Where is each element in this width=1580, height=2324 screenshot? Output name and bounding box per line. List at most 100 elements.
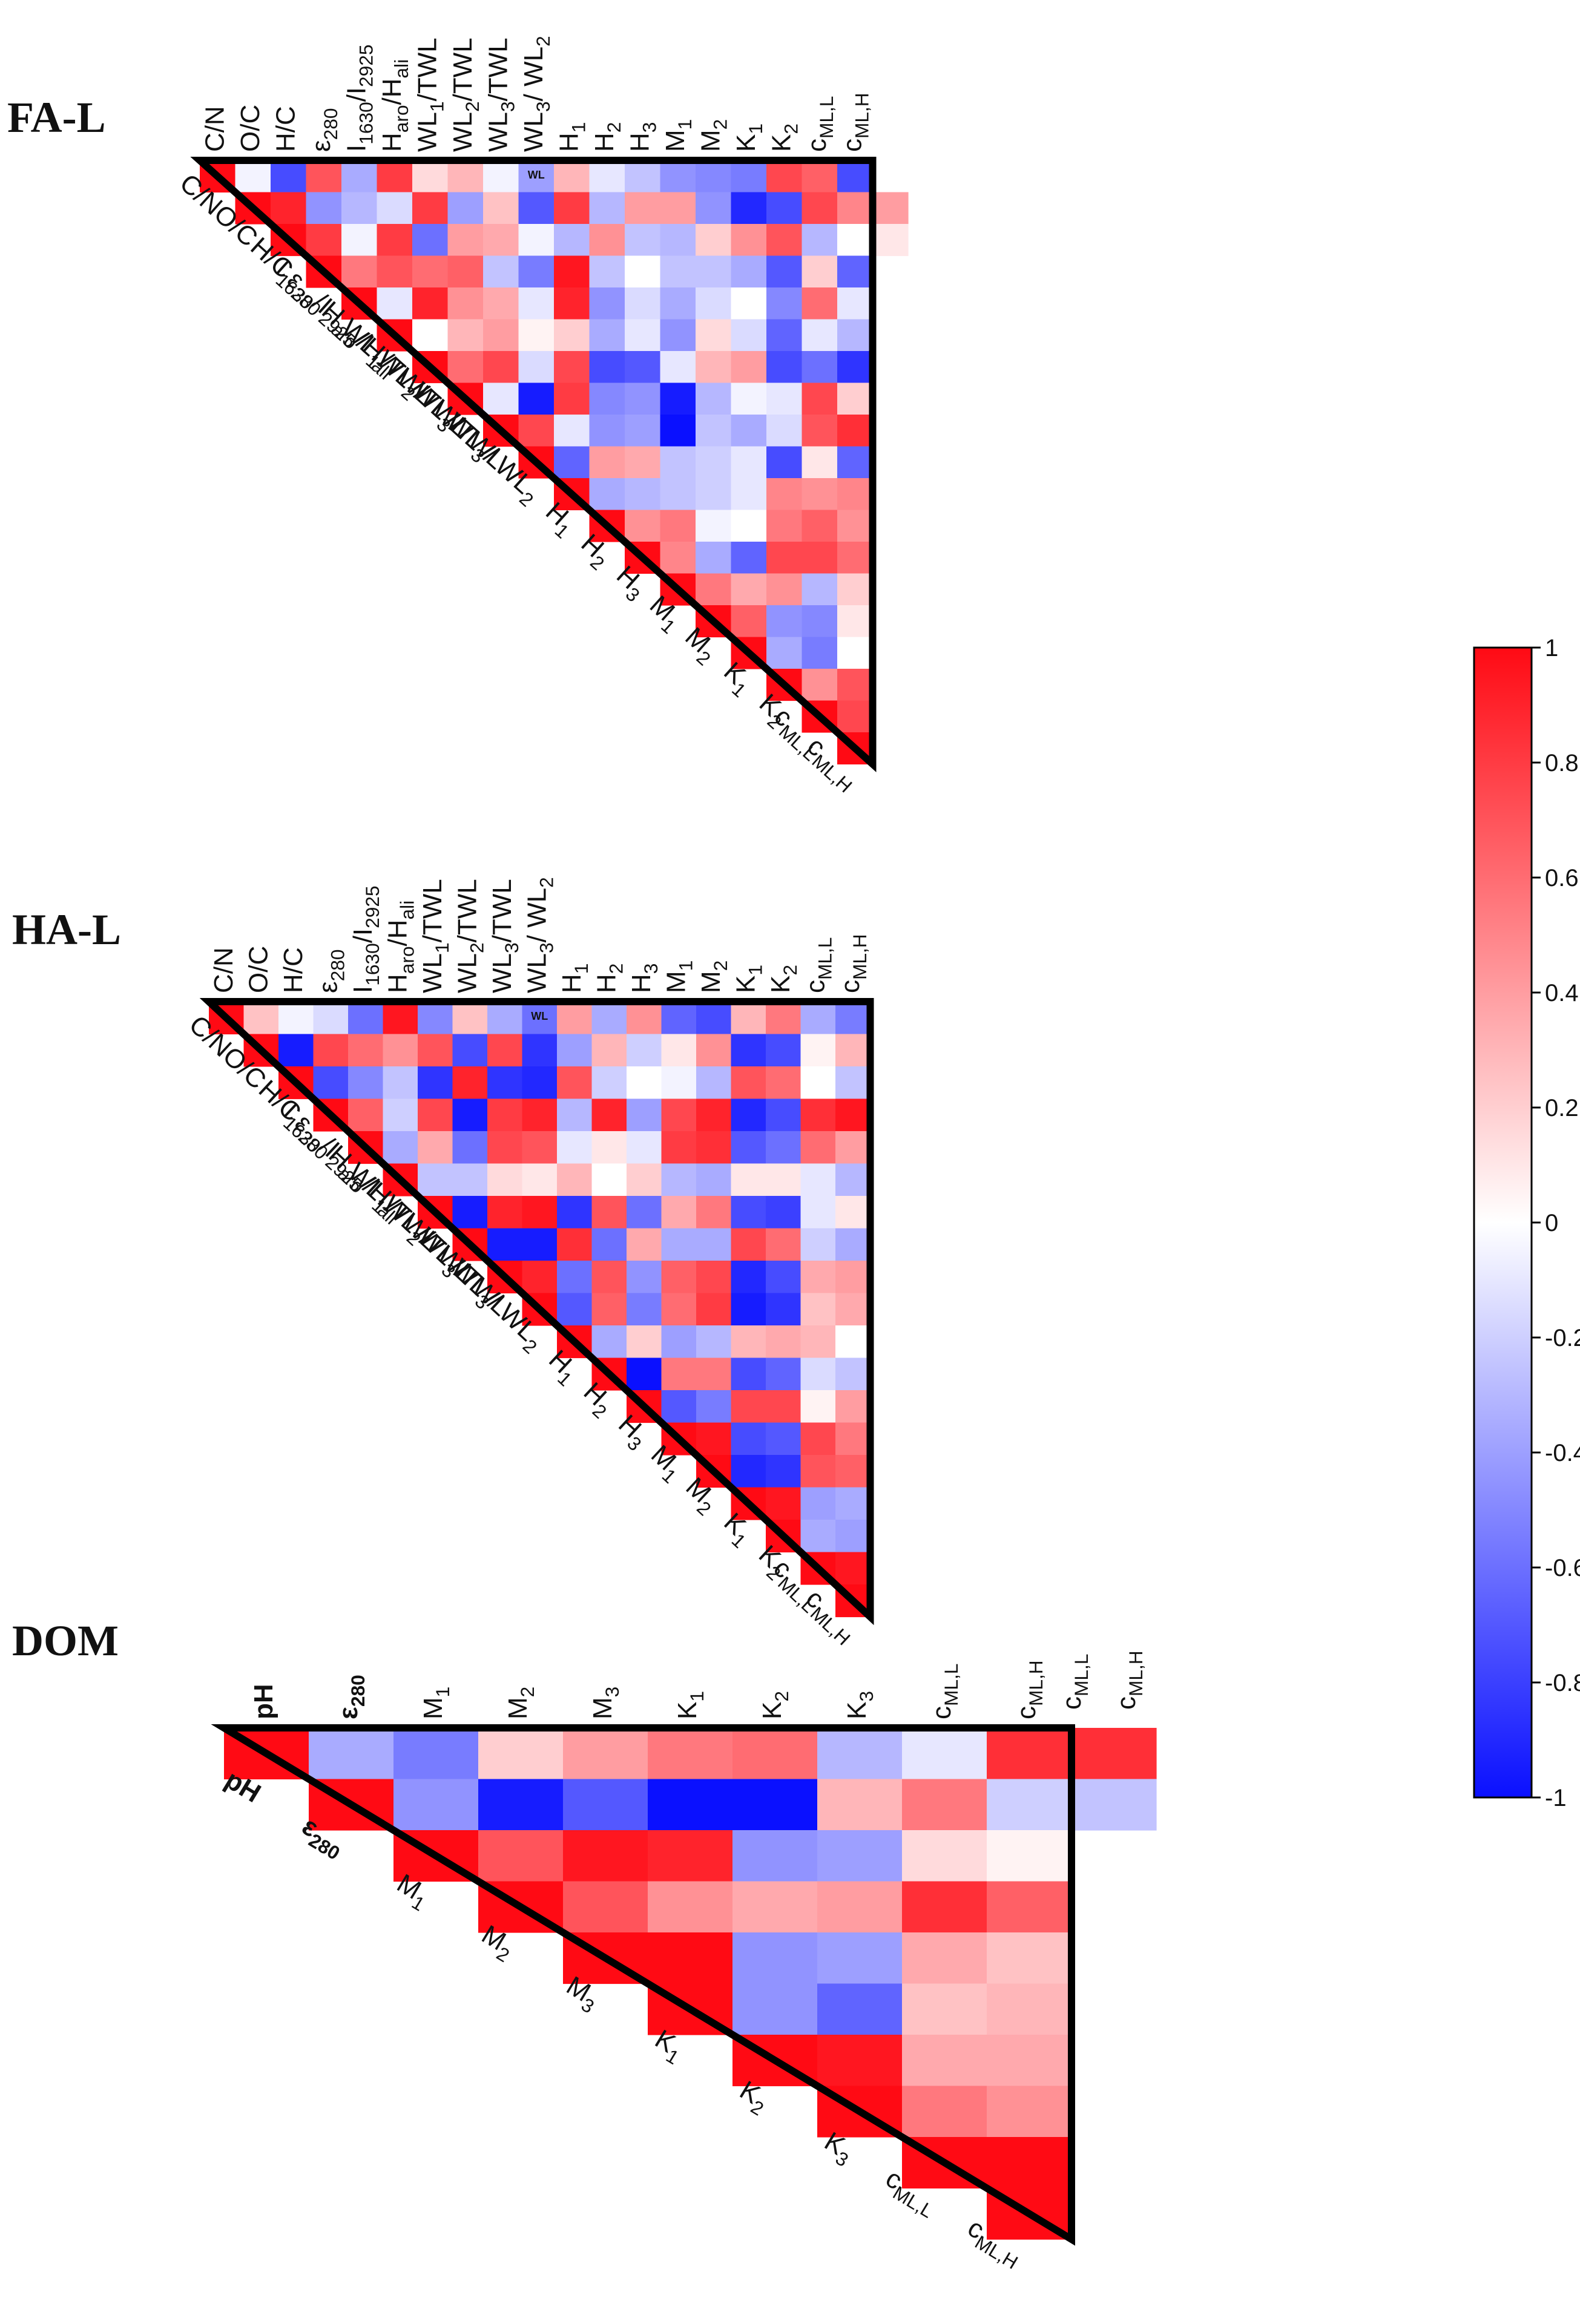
label-sub: 280 bbox=[320, 108, 341, 140]
label-sub: ML,H bbox=[849, 934, 871, 980]
ha-l-cell-r7-c10 bbox=[557, 1228, 593, 1261]
label-base: K bbox=[673, 1702, 702, 1719]
ha-l-cell-r2-c8 bbox=[487, 1066, 523, 1100]
ha-l-top-label-1: O/C bbox=[243, 946, 273, 993]
ha-l-top-label-0: C/N bbox=[209, 947, 239, 993]
dom-cell-r3-c8 bbox=[902, 1881, 987, 1933]
ha-l-cell-r3-c4 bbox=[348, 1098, 384, 1132]
label-sub: 2 bbox=[780, 123, 802, 134]
fa-l-cell-r7-c18 bbox=[837, 382, 874, 415]
label-mid: / WL bbox=[522, 888, 551, 942]
ha-l-cell-r13-c16 bbox=[766, 1422, 802, 1456]
ha-l-cell-r1-c9 bbox=[522, 1034, 558, 1067]
label-sub: 280 bbox=[326, 950, 348, 982]
fa-l-cell-r6-c14 bbox=[696, 351, 732, 384]
ha-l-top-label-4: I1630/I2925 bbox=[348, 885, 383, 993]
label-sub2: 2925 bbox=[355, 44, 377, 87]
dom-cell-r0-c4 bbox=[563, 1728, 648, 1780]
ha-l-top-label-16: K2 bbox=[766, 965, 801, 993]
dom-cell-r0-c10 bbox=[1071, 1728, 1157, 1780]
label-base: K bbox=[731, 976, 760, 993]
ha-l-cell-r5-c13 bbox=[661, 1163, 697, 1196]
fa-l-cell-r16-c18 bbox=[837, 669, 874, 701]
fa-l-cell-r7-c11 bbox=[589, 382, 625, 415]
fa-l-cell-r4-c16 bbox=[766, 287, 803, 320]
panel-title-ha-l: HA-L bbox=[12, 905, 121, 954]
label-mid: /H bbox=[377, 78, 407, 105]
ha-l-cell-r2-c6 bbox=[418, 1066, 453, 1100]
dom-cell-r1-c6 bbox=[732, 1779, 818, 1831]
fa-l-cell-r13-c17 bbox=[802, 573, 838, 606]
label-base: M bbox=[503, 1697, 533, 1719]
label-base: c bbox=[1057, 1696, 1087, 1710]
fa-l-cell-r13-c16 bbox=[766, 573, 803, 606]
fa-l-top-label-3: ε280 bbox=[306, 108, 341, 152]
fa-l-cell-r3-c11 bbox=[589, 255, 625, 288]
fa-l-cell-r1-c17 bbox=[802, 192, 838, 225]
fa-l-top-label-14: M2 bbox=[696, 119, 731, 152]
label-sub: ML,L bbox=[815, 96, 837, 139]
fa-l-cell-r16-c17 bbox=[802, 669, 838, 701]
ha-l-cell-r0-c15 bbox=[731, 1002, 766, 1035]
fa-l-top-label-10: H1 bbox=[554, 122, 589, 152]
fa-l-cell-r9-c16 bbox=[766, 446, 803, 479]
dom-cell-r4-c8 bbox=[902, 1932, 987, 1984]
ha-l-cell-r11-c14 bbox=[696, 1357, 732, 1391]
label-sub: 1 bbox=[686, 1691, 708, 1702]
label-sub: 1 bbox=[432, 1687, 453, 1698]
label-base: ε bbox=[313, 981, 343, 993]
ha-l-cell-r5-c11 bbox=[591, 1163, 627, 1196]
dom-top-label-2: M1 bbox=[418, 1687, 453, 1719]
ha-l-cell-r0-c11 bbox=[591, 1002, 627, 1035]
ha-l-cell-r9-c11 bbox=[591, 1293, 627, 1326]
ha-l-top-label-11: H2 bbox=[591, 963, 627, 993]
fa-l-cell-r1-c4 bbox=[341, 192, 378, 225]
fa-l-cell-r3-c8 bbox=[483, 255, 519, 288]
fa-l-cell-r14-c17 bbox=[802, 605, 838, 638]
ha-l-cell-r4-c9 bbox=[522, 1131, 558, 1164]
fa-l-cell-r5-c11 bbox=[589, 319, 625, 352]
fa-l-cell-r9-c12 bbox=[625, 446, 661, 479]
ha-l-cell-r12-c18 bbox=[835, 1390, 871, 1423]
ha-l-cell-r6-c11 bbox=[591, 1196, 627, 1229]
label-base: K bbox=[842, 1702, 872, 1719]
label-base: WL bbox=[412, 112, 442, 152]
ha-l-cell-r5-c15 bbox=[731, 1163, 766, 1196]
ha-l-cell-r13-c15 bbox=[731, 1422, 766, 1456]
ha-l-cell-r10-c12 bbox=[627, 1325, 662, 1359]
ha-l-cell-r9-c14 bbox=[696, 1293, 732, 1326]
fa-l-cell-r3-c16 bbox=[766, 255, 803, 288]
colorbar-tick-label-4: 0.2 bbox=[1545, 1095, 1579, 1121]
label-base: WL bbox=[418, 953, 447, 993]
ha-l-top-label-5: Haro/Hali bbox=[383, 901, 418, 993]
ha-l-cell-r9-c18 bbox=[835, 1293, 871, 1326]
dom-top-label-7: K3 bbox=[842, 1691, 877, 1719]
fa-l-cell-r12-c14 bbox=[696, 542, 732, 574]
fa-l-cell-r6-c15 bbox=[731, 351, 767, 384]
ha-l-cell-r4-c15 bbox=[731, 1131, 766, 1164]
ha-l-cell-r9-c16 bbox=[766, 1293, 802, 1326]
fa-l-cell-r7-c13 bbox=[660, 382, 696, 415]
fa-l-cell-r1-c2 bbox=[271, 192, 307, 225]
ha-l-cell-r8-c9 bbox=[522, 1261, 558, 1294]
fa-l-top-label-18: cML,H bbox=[837, 93, 872, 152]
fa-l-cell-r8-c9 bbox=[518, 415, 555, 447]
colorbar-gradient bbox=[1473, 646, 1533, 1799]
ha-l-cell-r0-c3 bbox=[313, 1002, 349, 1035]
ha-l-top-label-18: cML,H bbox=[835, 934, 871, 993]
ha-l-top-label-9: WL3/ WL2 bbox=[522, 877, 557, 993]
dom-cell-r2-c3 bbox=[478, 1830, 564, 1882]
label-base: H bbox=[591, 974, 621, 993]
ha-l-cell-r4-c13 bbox=[661, 1131, 697, 1164]
ha-l-cell-r5-c7 bbox=[452, 1163, 488, 1196]
label-sub: 1 bbox=[674, 119, 696, 130]
label-base: M bbox=[696, 971, 726, 993]
ha-l-cell-r1-c4 bbox=[348, 1034, 384, 1067]
fa-l-cell-r5-c15 bbox=[731, 319, 767, 352]
fa-l-cell-r9-c18 bbox=[837, 446, 874, 479]
fa-l-cell-r8-c12 bbox=[625, 415, 661, 447]
fa-l-cell-r7-c12 bbox=[625, 382, 661, 415]
label-base: M bbox=[660, 130, 690, 152]
ha-l-cell-r1-c14 bbox=[696, 1034, 732, 1067]
ha-l-cell-r1-c7 bbox=[452, 1034, 488, 1067]
